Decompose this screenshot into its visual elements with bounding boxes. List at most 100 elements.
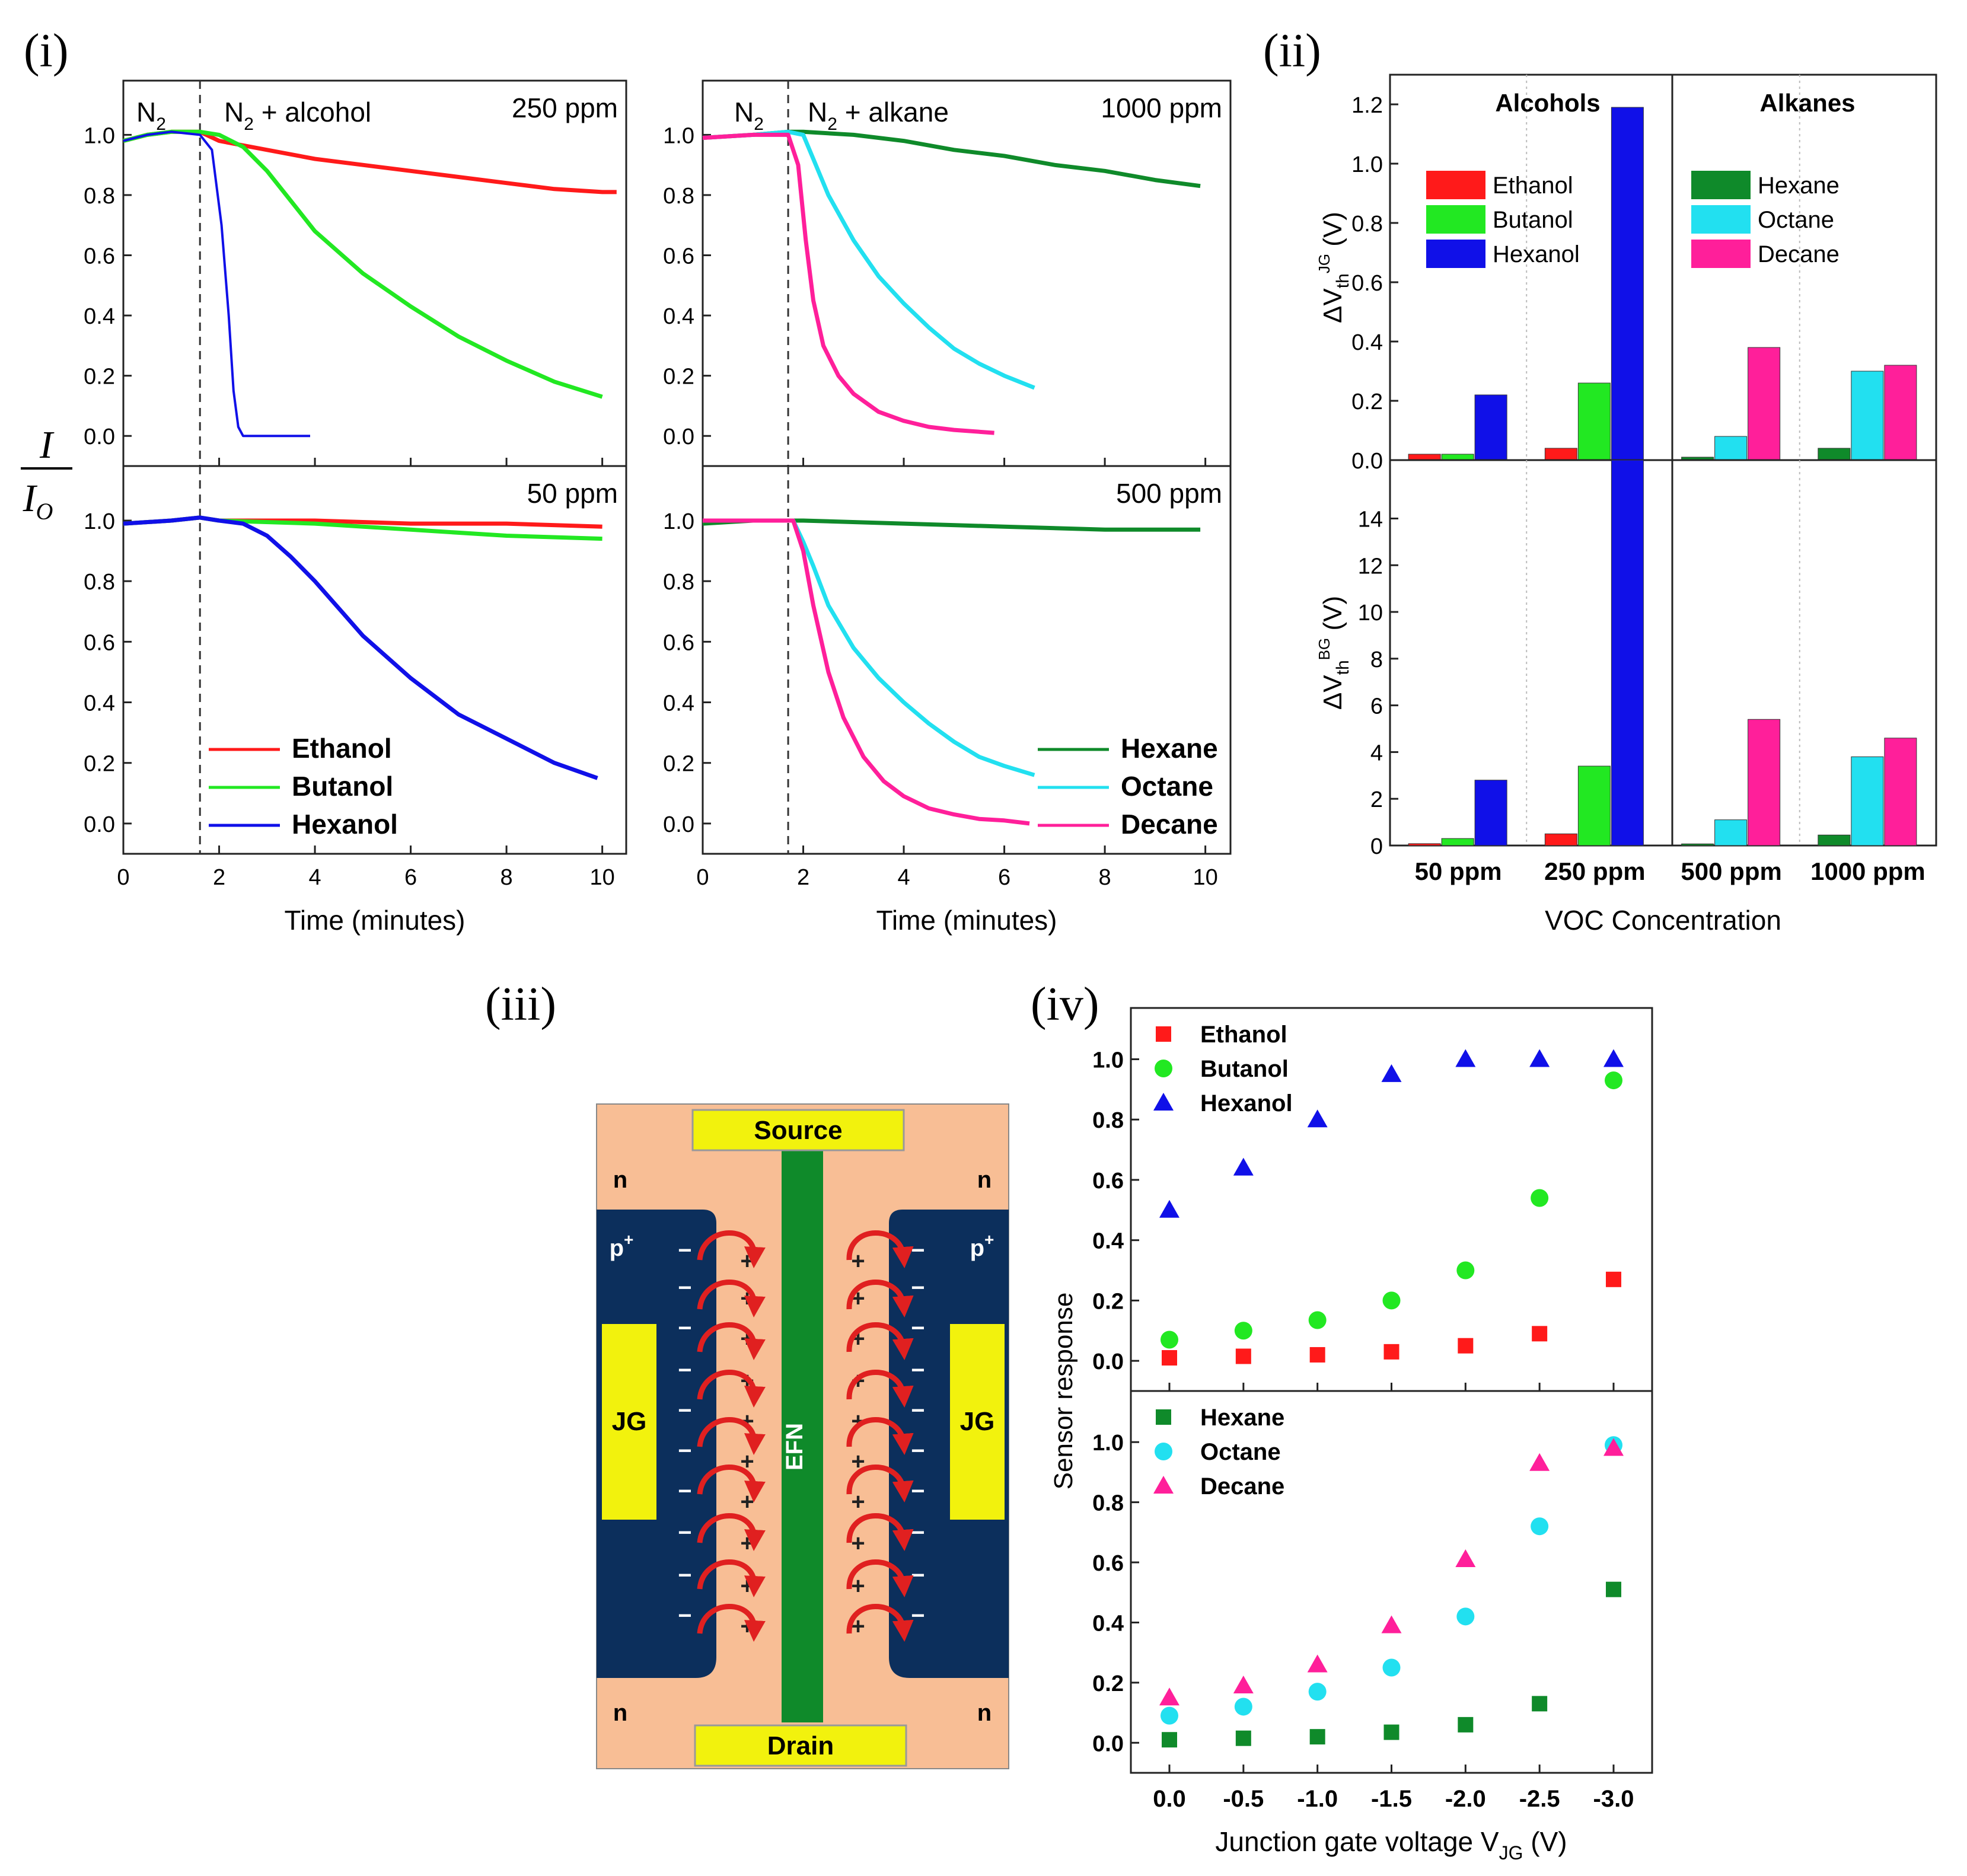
bar-hexane-500-ppm <box>1681 843 1714 846</box>
bar-hexane-1000-ppm <box>1818 448 1851 461</box>
group-title-alcohols: Alcohols <box>1495 89 1600 117</box>
panel-label-i: (i) <box>24 25 69 77</box>
x-axis-label: VOC Concentration <box>1545 905 1781 936</box>
category-label: 50 ppm <box>1415 857 1502 885</box>
x-axis-label: Junction gate voltage VJG (V) <box>1215 1826 1567 1864</box>
y-tick-label: 0.6 <box>663 244 694 269</box>
efn-label: EFN <box>782 1423 808 1470</box>
y-tick-label: 0.6 <box>84 244 115 269</box>
charge-minus: − <box>911 1603 924 1629</box>
point-hexanol <box>1307 1109 1328 1128</box>
category-label: 500 ppm <box>1681 857 1781 885</box>
y-tick-label: 2 <box>1370 787 1383 812</box>
y-tick-label: 0.8 <box>1092 1108 1124 1133</box>
charge-arrow-right <box>846 1417 914 1455</box>
category-label: 1000 ppm <box>1810 857 1925 885</box>
y-tick-label: 0.0 <box>663 425 694 449</box>
point-ethanol <box>1383 1344 1399 1360</box>
charge-minus: − <box>911 1438 924 1464</box>
x-tick-label: 4 <box>897 865 910 890</box>
charge-arrow-right <box>846 1322 914 1360</box>
y-tick-label: 0.4 <box>663 304 694 329</box>
y-tick-label: 0.2 <box>84 752 115 777</box>
charge-minus: − <box>911 1275 924 1301</box>
point-octane <box>1234 1698 1252 1716</box>
bar-ethanol-250-ppm <box>1544 833 1577 846</box>
point-butanol <box>1161 1331 1178 1349</box>
legend-marker-hexanol <box>1153 1093 1174 1111</box>
charge-minus: − <box>911 1357 924 1383</box>
point-hexane <box>1606 1581 1621 1597</box>
point-decane <box>1159 1687 1179 1706</box>
legend-label-ethanol: Ethanol <box>292 733 392 764</box>
x-tick-label: -0.5 <box>1223 1786 1264 1812</box>
device-diagram: EFN Source Drain JG JG n n n n p+ p+ − + +… <box>596 1103 1009 1769</box>
point-hexanol <box>1159 1199 1179 1218</box>
y-tick-label: 1.0 <box>84 509 115 534</box>
charge-minus: − <box>911 1562 924 1588</box>
plot-frame <box>702 79 1232 467</box>
charge-arrow-right <box>846 1604 914 1642</box>
charge-minus: − <box>911 1237 924 1264</box>
charge-arrow-right <box>846 1559 914 1597</box>
y-tick-label: 0.8 <box>1351 212 1383 237</box>
y-tick-label: 0.0 <box>84 812 115 837</box>
charge-arrow-left <box>697 1370 766 1408</box>
x-tick-label: -1.0 <box>1297 1786 1338 1812</box>
x-tick-label: -1.5 <box>1371 1786 1412 1812</box>
charge-minus: − <box>911 1520 924 1546</box>
legend-label-ethanol: Ethanol <box>1493 173 1573 199</box>
y-tick-label: 0.8 <box>663 570 694 595</box>
chart-alcohol-250ppm: 0.0 0.2 0.4 0.6 0.8 1.0 250 ppm <box>84 79 627 467</box>
ylabel-part: th <box>1333 273 1353 288</box>
legend-label-hexane: Hexane <box>1121 733 1218 764</box>
n-label-bottom-left: n <box>613 1700 627 1726</box>
legend-label-octane: Octane <box>1758 207 1834 233</box>
point-octane <box>1456 1607 1475 1626</box>
y-tick-label: 0 <box>1370 834 1383 859</box>
p-plus-label-left: p+ <box>610 1230 634 1261</box>
charge-minus: − <box>678 1237 691 1264</box>
panel-i-ylabel: I IO <box>21 423 72 525</box>
legend-label-decane: Decane <box>1121 809 1218 840</box>
charge-minus: − <box>678 1520 691 1546</box>
y-tick-label: 0.6 <box>663 630 694 655</box>
y-tick-label: 0.0 <box>663 812 694 837</box>
series-line-ethanol <box>123 129 617 194</box>
bar-octane-1000-ppm <box>1851 756 1884 846</box>
ylabel-denominator: IO <box>23 477 53 525</box>
n-label-bottom-right: n <box>977 1700 992 1726</box>
legend-label-hexanol: Hexanol <box>292 809 398 840</box>
y-tick-label: 4 <box>1370 741 1383 765</box>
y-tick-label: 14 <box>1358 507 1383 532</box>
y-tick-label: 0.6 <box>84 630 115 655</box>
series-line-octane <box>702 129 1035 390</box>
y-tick-label: 0.6 <box>1092 1169 1124 1194</box>
charge-minus: − <box>678 1398 691 1424</box>
x-tick-label: -3.0 <box>1593 1786 1634 1812</box>
point-decane <box>1307 1654 1328 1673</box>
y-tick-label: 0.4 <box>1092 1611 1124 1636</box>
bar-decane-1000-ppm <box>1884 365 1917 461</box>
point-decane <box>1603 1438 1624 1456</box>
y-tick-label: 6 <box>1370 694 1383 719</box>
panel-label-iii: (iii) <box>485 978 556 1030</box>
y-tick-label: 1.0 <box>1351 152 1383 177</box>
charge-minus: − <box>678 1275 691 1301</box>
point-ethanol <box>1532 1326 1548 1342</box>
legend-marker-ethanol <box>1156 1026 1171 1042</box>
x-tick-label: 0.0 <box>1153 1786 1186 1812</box>
bar-hexanol-250-ppm <box>1611 107 1644 461</box>
x-tick-label: 0 <box>117 865 129 890</box>
bar-butanol-250-ppm <box>1577 765 1611 846</box>
legend-marker-decane <box>1153 1476 1174 1494</box>
legend-marker-octane <box>1155 1443 1172 1460</box>
chart-alcohol-50ppm: 0.0 0.2 0.4 0.6 0.8 1.0 0 2 4 6 8 10 50 ppm Ethanol Bu… <box>84 465 627 936</box>
legend-label-hexane: Hexane <box>1200 1405 1284 1431</box>
bar-decane-1000-ppm <box>1884 738 1917 846</box>
charge-minus: − <box>911 1398 924 1424</box>
region-label-mixture-alcohol: N2 + alcohol <box>224 97 371 134</box>
point-hexanol <box>1529 1049 1550 1067</box>
y-tick-label: 0.4 <box>1351 330 1383 355</box>
ylabel-part: ΔV <box>1318 675 1347 710</box>
